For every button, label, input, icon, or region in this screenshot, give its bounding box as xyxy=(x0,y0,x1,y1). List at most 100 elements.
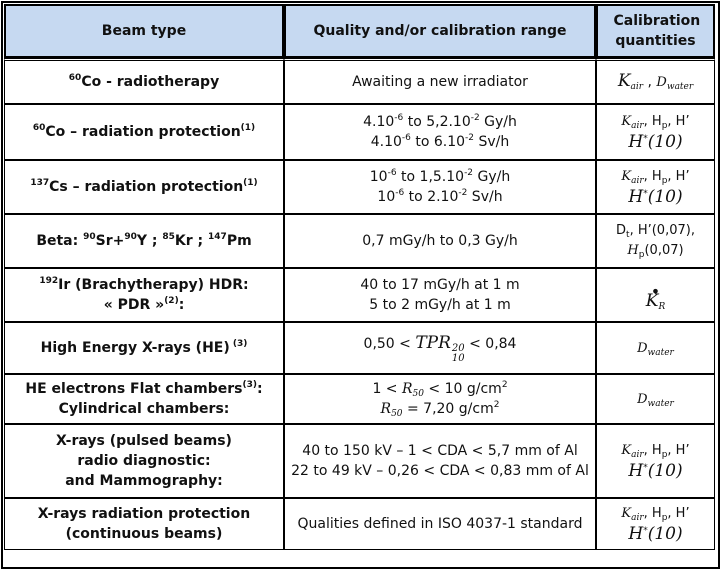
quantities-line: Kair, Hp, H’ xyxy=(597,504,714,524)
exponent: -2 xyxy=(464,168,474,178)
quantities-cell: Kair, Hp, H’ H*(10) xyxy=(596,424,715,498)
quantities-cell: Kair, Hp, H’ H*(10) xyxy=(596,160,715,214)
quantities-cell: • KR xyxy=(596,268,715,322)
range-cell: Awaiting a new irradiator xyxy=(284,58,596,104)
table-row: X-rays (pulsed beams) radio diagnostic: … xyxy=(4,424,715,498)
range-line: R50 = 7,20 g/cm2 xyxy=(285,399,595,419)
range-value: 0,50 < xyxy=(363,335,416,352)
footnote-ref: (3) xyxy=(229,339,248,349)
tpr-subscript: 10 xyxy=(451,352,465,364)
unit: Sv/h xyxy=(474,134,510,150)
table-row: 192Ir (Brachytherapy) HDR: « PDR »(2): 4… xyxy=(4,268,715,322)
beam-type-cell: HE electrons Flat chambers(3): Cylindric… xyxy=(4,374,284,424)
footnote-ref: (3) xyxy=(242,380,257,390)
separator: , xyxy=(643,74,657,90)
kerma-subscript: air xyxy=(631,175,644,186)
exponent: -2 xyxy=(470,113,480,123)
quantities-line: H*(10) xyxy=(597,461,714,482)
range-value: = 7,20 g/cm xyxy=(402,401,494,417)
table-row: HE electrons Flat chambers(3): Cylindric… xyxy=(4,374,715,424)
beam-type-cell: X-rays radiation protection (continuous … xyxy=(4,498,284,550)
unit: Gy/h xyxy=(479,114,517,130)
kerma-subscript: air xyxy=(631,449,644,460)
quantity-text: , H’ xyxy=(667,505,690,521)
range-value: 10 xyxy=(369,169,388,185)
beam-type-cell: X-rays (pulsed beams) radio diagnostic: … xyxy=(4,424,284,498)
header-beam-type: Beam type xyxy=(4,4,284,58)
asterisk: * xyxy=(643,133,648,144)
range-value: 4.10 xyxy=(370,134,402,150)
ambient-dose-argument: (10) xyxy=(647,460,683,481)
quantities-cell: Dwater xyxy=(596,374,715,424)
dose-subscript: water xyxy=(666,82,694,92)
quantities-line: H*(10) xyxy=(597,187,714,208)
dose-equivalent-subscript: p xyxy=(661,449,668,460)
ambient-dose-argument: (10) xyxy=(647,186,683,207)
isotope-mass-number: 85 xyxy=(162,232,175,242)
beam-type-cell: 60Co – radiation protection(1) xyxy=(4,104,284,160)
dose-symbol: D xyxy=(637,391,648,407)
unit-exponent: 2 xyxy=(493,400,500,410)
ambient-dose-argument: (10) xyxy=(647,131,683,152)
quantity-text: , H xyxy=(643,505,662,521)
beam-type-line: X-rays (pulsed beams) xyxy=(56,433,232,449)
table-row: Beta: 90Sr+90Y ; 85Kr ; 147Pm 0,7 mGy/h … xyxy=(4,214,715,268)
footnote-ref: (2) xyxy=(164,296,179,306)
quantities-cell: Kair, Hp, H’ H*(10) xyxy=(596,498,715,550)
range-value: 10 xyxy=(377,189,396,205)
tpr-indices: 20 10 xyxy=(451,342,465,364)
quantities-line: Kair, Hp, H’ xyxy=(597,167,714,187)
range-cell: 10-6 to 1,5.10-2 Gy/h 10-6 to 2.10-2 Sv/… xyxy=(284,160,596,214)
kerma-symbol: K xyxy=(621,113,632,129)
beam-type-line: HE electrons Flat chambers(3): xyxy=(5,379,283,399)
table-row: X-rays radiation protection (continuous … xyxy=(4,498,715,550)
range-line: 4.10-6 to 5,2.10-2 Gy/h xyxy=(285,112,595,132)
asterisk: * xyxy=(643,525,648,536)
range-text: Awaiting a new irradiator xyxy=(352,74,528,90)
dose-equivalent-subscript: p xyxy=(661,120,668,131)
tpr-superscript: 20 xyxy=(451,342,465,354)
table-row: High Energy X-rays (HE) (3) 0,50 < TPR 20… xyxy=(4,322,715,374)
quantities-line: H*(10) xyxy=(597,132,714,153)
beam-type-line: 192Ir (Brachytherapy) HDR: xyxy=(5,275,283,295)
kerma-symbol: K xyxy=(621,505,632,521)
beam-type-line: Cylindrical chambers: xyxy=(58,401,230,417)
kerma-symbol: K xyxy=(621,442,632,458)
dot-accent: • xyxy=(650,282,661,301)
beam-type-text: « PDR » xyxy=(103,297,165,313)
quantity-text: , H’ xyxy=(667,442,690,458)
table-row: 60Co – radiation protection(1) 4.10-6 to… xyxy=(4,104,715,160)
range-line: 40 to 17 mGy/h at 1 m xyxy=(360,277,520,293)
calibration-table: Beam type Quality and/or calibration ran… xyxy=(4,4,715,550)
beam-type-cell: 137Cs – radiation protection(1) xyxy=(4,160,284,214)
quantity-text: , H xyxy=(643,168,662,184)
beam-type-line: « PDR »(2): xyxy=(5,295,283,315)
quantities-cell: Kair , Dwater xyxy=(596,58,715,104)
range-value: to 5,2.10 xyxy=(403,114,471,130)
kerma-symbol: K xyxy=(645,291,659,311)
range-cell: 0,50 < TPR 20 10 < 0,84 xyxy=(284,322,596,374)
footnote-ref: (1) xyxy=(240,123,256,133)
range-value: < 0,84 xyxy=(464,335,517,352)
header-calibration-quantities-text: Calibration quantities xyxy=(613,13,701,49)
quantities-cell: Dwater xyxy=(596,322,715,374)
isotope-mass-number: 90 xyxy=(124,232,137,242)
range-value: < 10 g/cm xyxy=(423,381,502,397)
beam-type-text: Pm xyxy=(226,233,252,249)
beam-type-text: Co – radiation protection xyxy=(45,124,241,140)
ambient-dose-symbol: H xyxy=(628,131,644,152)
dose-symbol: D xyxy=(656,75,667,90)
exponent: -6 xyxy=(394,113,404,123)
exponent: -6 xyxy=(401,133,411,143)
range-cell: 40 to 150 kV – 1 < CDA < 5,7 mm of Al 22… xyxy=(284,424,596,498)
range-text: Qualities defined in ISO 4037-1 standard xyxy=(297,516,583,532)
beam-type-line: radio diagnostic: xyxy=(77,453,211,469)
kerma-subscript: air xyxy=(630,82,644,92)
kerma-subscript: air xyxy=(631,120,644,131)
beam-type-line: X-rays radiation protection xyxy=(37,506,251,522)
isotope-mass-number: 137 xyxy=(30,178,50,188)
dose-equivalent-subscript: p xyxy=(661,512,668,523)
range-line: 10-6 to 1,5.10-2 Gy/h xyxy=(285,167,595,187)
range-subscript: 50 xyxy=(391,409,403,419)
dose-subscript: water xyxy=(647,398,674,409)
